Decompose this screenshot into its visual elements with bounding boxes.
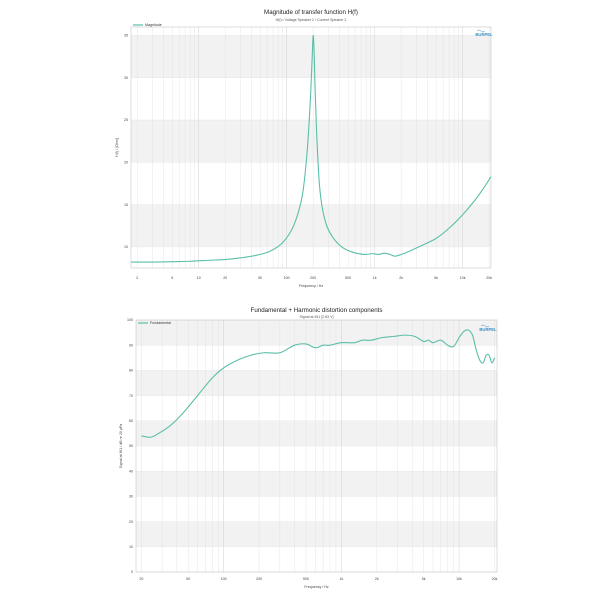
y-tick-label: 30 xyxy=(129,495,133,499)
x-tick-label: 5 xyxy=(171,276,173,280)
x-tick-label: 200 xyxy=(256,577,262,581)
chart-subtitle: H(f)= Voltage Speaker 2 / Current Speake… xyxy=(276,18,347,22)
legend-label: Fundamental xyxy=(150,321,171,325)
chart-subtitle: Signal at IN1 [2.83 V] xyxy=(300,315,334,319)
x-tick-label: 5k xyxy=(422,577,426,581)
x-tick-label: 1k xyxy=(339,577,343,581)
x-tick-label: 20k xyxy=(492,577,498,581)
y-tick-label: 30 xyxy=(124,76,128,80)
chart-title: Magnitude of transfer function H(f) xyxy=(264,9,358,16)
burpel-logo: BURPEL xyxy=(479,324,497,332)
x-tick-label: 20k xyxy=(486,276,492,280)
y-axis-label: Signal at IN1 / dB re 20 µPa xyxy=(119,424,123,469)
grid-band xyxy=(131,35,491,78)
y-tick-label: 25 xyxy=(124,118,128,122)
y-tick-label: 70 xyxy=(129,394,133,398)
y-tick-label: 35 xyxy=(124,34,128,38)
x-tick-label: 10 xyxy=(197,276,201,280)
grid-band xyxy=(136,370,497,396)
x-axis-label: Frequency / Hz xyxy=(299,284,324,288)
x-tick-label: 2k xyxy=(399,276,403,280)
plot-frame xyxy=(135,319,498,573)
y-tick-label: 20 xyxy=(129,520,133,524)
y-tick-label: 10 xyxy=(129,545,133,549)
x-tick-label: 10k xyxy=(460,276,466,280)
logo-text: BURPEL xyxy=(479,327,497,332)
y-tick-label: 15 xyxy=(124,203,128,207)
legend-label: Magnitude xyxy=(145,23,162,27)
grid-band xyxy=(131,204,491,247)
y-tick-label: 90 xyxy=(129,343,133,347)
y-tick-label: 20 xyxy=(124,160,128,164)
x-tick-label: 500 xyxy=(303,577,309,581)
grid-band xyxy=(136,471,497,497)
x-tick-label: 50 xyxy=(258,276,262,280)
y-tick-label: 40 xyxy=(129,469,133,473)
x-tick-label: 2k xyxy=(375,577,379,581)
x-tick-label: 50 xyxy=(186,577,190,581)
chart-1: 2 5 10 20 50 100 200 500 1k 2k 5k 10k 20k10152025303… xyxy=(115,9,493,288)
logo-wave-icon xyxy=(480,324,490,328)
x-tick-label: 1k xyxy=(373,276,377,280)
y-tick-label: 10 xyxy=(124,245,128,249)
x-tick-label: 100 xyxy=(221,577,227,581)
x-tick-label: 200 xyxy=(310,276,316,280)
grid-band xyxy=(131,120,491,163)
chart-2: 20 50 100 200 500 1k 2k 5k 10k 20k 0 10 20 30 40 50 60 70… xyxy=(119,307,498,589)
logo-wave-icon xyxy=(476,29,486,33)
y-tick-label: 60 xyxy=(129,419,133,423)
x-tick-label: 2 xyxy=(136,276,138,280)
series-line-magnitude xyxy=(130,34,492,263)
chart-title: Fundamental + Harmonic distortion compon… xyxy=(251,307,383,314)
x-tick-label: 5k xyxy=(434,276,438,280)
grid-band xyxy=(136,420,497,446)
x-axis-label: Frequency / Hz xyxy=(304,585,329,589)
x-tick-label: 100 xyxy=(284,276,290,280)
logo-text: BURPEL xyxy=(475,32,493,37)
y-tick-label: 50 xyxy=(129,444,133,448)
x-tick-label: 10k xyxy=(456,577,462,581)
grid-band xyxy=(136,521,497,547)
series-line-fundamental xyxy=(141,329,496,438)
x-tick-label: 20 xyxy=(139,577,143,581)
y-tick-label: 80 xyxy=(129,369,133,373)
y-tick-label: 0 xyxy=(131,570,133,574)
y-axis-label: H(f) / [Ohm] xyxy=(115,138,119,157)
x-tick-label: 500 xyxy=(345,276,351,280)
y-tick-label: 100 xyxy=(127,318,133,322)
x-tick-label: 20 xyxy=(223,276,227,280)
plot-frame xyxy=(130,26,492,269)
burpel-logo: BURPEL xyxy=(475,29,493,37)
